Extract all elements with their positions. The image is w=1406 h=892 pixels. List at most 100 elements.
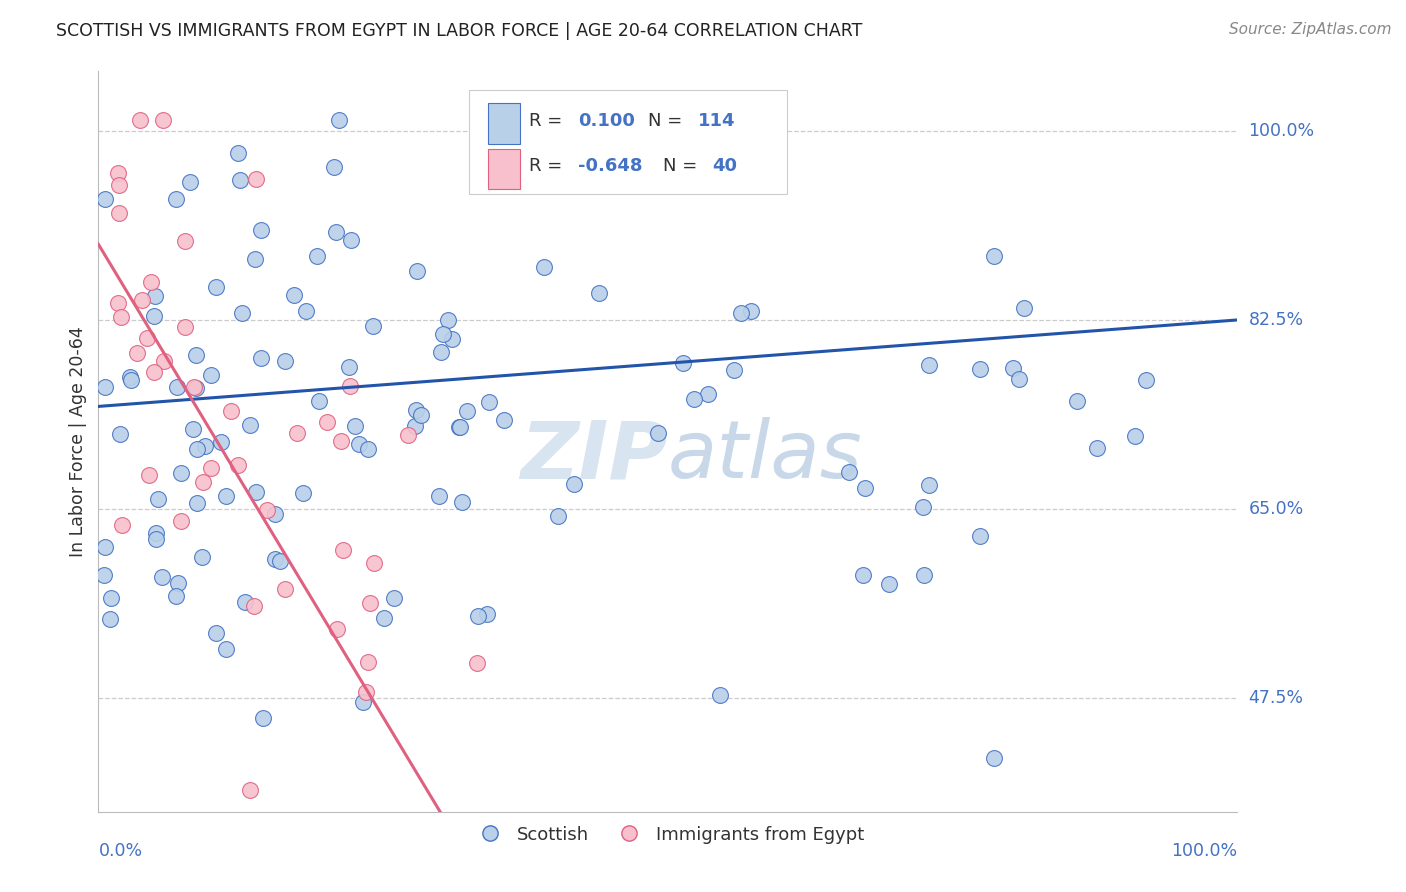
Point bbox=[209, 435, 232, 450]
Point bbox=[292, 486, 315, 500]
Text: N =: N = bbox=[648, 112, 689, 129]
Point bbox=[174, 320, 197, 334]
Point bbox=[205, 626, 228, 640]
Point bbox=[143, 288, 166, 302]
Point bbox=[432, 326, 454, 341]
Point bbox=[269, 554, 291, 568]
Point bbox=[409, 409, 432, 423]
Point bbox=[672, 356, 695, 370]
Point bbox=[183, 422, 205, 436]
Point bbox=[170, 514, 193, 528]
Point bbox=[382, 591, 405, 605]
Point bbox=[131, 293, 153, 307]
Point bbox=[564, 477, 586, 491]
Point bbox=[110, 310, 132, 325]
Point bbox=[141, 275, 163, 289]
Point bbox=[354, 685, 377, 699]
Point bbox=[219, 403, 242, 417]
Y-axis label: In Labor Force | Age 20-64: In Labor Force | Age 20-64 bbox=[69, 326, 87, 557]
Point bbox=[138, 467, 160, 482]
Text: R =: R = bbox=[529, 157, 568, 175]
Point bbox=[233, 595, 256, 609]
Point bbox=[853, 482, 876, 496]
Point bbox=[245, 485, 267, 500]
Point bbox=[361, 318, 384, 333]
Point bbox=[111, 518, 134, 533]
Point bbox=[449, 420, 471, 434]
Point bbox=[186, 496, 208, 510]
Point bbox=[129, 113, 152, 128]
Point bbox=[697, 387, 720, 401]
Point bbox=[1123, 429, 1146, 443]
Point bbox=[983, 249, 1005, 263]
Point bbox=[94, 192, 117, 206]
Point bbox=[323, 161, 346, 175]
Text: SCOTTISH VS IMMIGRANTS FROM EGYPT IN LABOR FORCE | AGE 20-64 CORRELATION CHART: SCOTTISH VS IMMIGRANTS FROM EGYPT IN LAB… bbox=[56, 22, 863, 40]
Point bbox=[406, 263, 429, 277]
Point bbox=[205, 280, 228, 294]
Point bbox=[285, 425, 308, 440]
Point bbox=[912, 568, 935, 582]
Point bbox=[243, 252, 266, 267]
Point bbox=[252, 711, 274, 725]
Point bbox=[228, 172, 250, 186]
Point bbox=[145, 526, 167, 541]
Point bbox=[918, 359, 941, 373]
Point bbox=[427, 489, 450, 503]
Point bbox=[305, 249, 328, 263]
Point bbox=[150, 570, 173, 584]
Point bbox=[330, 434, 353, 448]
Point bbox=[339, 233, 361, 247]
Point bbox=[352, 695, 374, 709]
Point bbox=[969, 362, 991, 376]
Text: 65.0%: 65.0% bbox=[1249, 500, 1303, 518]
Point bbox=[522, 113, 544, 128]
Point bbox=[465, 657, 488, 671]
Point bbox=[308, 393, 330, 408]
Point bbox=[228, 145, 250, 160]
Point bbox=[396, 428, 419, 442]
Point bbox=[283, 288, 305, 302]
Point bbox=[588, 286, 610, 301]
Point bbox=[245, 172, 267, 186]
Point bbox=[226, 458, 249, 472]
Point bbox=[152, 354, 174, 368]
Point bbox=[1085, 441, 1108, 455]
Point bbox=[256, 503, 278, 517]
Point bbox=[239, 418, 262, 433]
Point bbox=[200, 368, 222, 383]
Text: 114: 114 bbox=[697, 112, 735, 129]
Point bbox=[456, 404, 478, 418]
Point bbox=[1066, 394, 1088, 409]
Point bbox=[547, 509, 569, 524]
Point bbox=[647, 425, 669, 440]
FancyBboxPatch shape bbox=[468, 90, 787, 194]
Point bbox=[120, 373, 142, 387]
Point bbox=[332, 542, 354, 557]
Point bbox=[184, 348, 207, 362]
Point bbox=[173, 234, 195, 248]
Point bbox=[328, 113, 350, 128]
Point bbox=[179, 175, 201, 189]
Point bbox=[165, 192, 187, 206]
Text: 100.0%: 100.0% bbox=[1171, 842, 1237, 860]
Point bbox=[373, 611, 395, 625]
Point bbox=[145, 532, 167, 546]
Point bbox=[969, 529, 991, 543]
Point bbox=[107, 166, 129, 180]
Point bbox=[166, 380, 188, 394]
Point bbox=[339, 378, 361, 392]
Point bbox=[215, 489, 238, 503]
Point bbox=[1014, 301, 1036, 315]
Point bbox=[136, 331, 159, 345]
Point bbox=[451, 494, 474, 508]
Text: -0.648: -0.648 bbox=[578, 157, 643, 175]
Point bbox=[190, 550, 212, 565]
Point bbox=[492, 413, 515, 427]
Point bbox=[186, 442, 208, 456]
FancyBboxPatch shape bbox=[488, 103, 520, 145]
Point bbox=[107, 296, 129, 310]
Point bbox=[165, 589, 187, 603]
Point bbox=[983, 750, 1005, 764]
Point bbox=[214, 642, 236, 657]
